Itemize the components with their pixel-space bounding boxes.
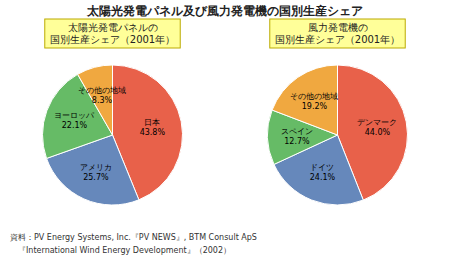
slice-value-label: 43.8% — [140, 128, 166, 137]
slice-value-label: 12.7% — [284, 137, 310, 146]
slice-category-label: 日本 — [144, 118, 160, 127]
slice-category-label: ドイツ — [310, 163, 334, 172]
slice-category-label: スペイン — [281, 127, 313, 136]
chart-title-box — [45, 19, 180, 48]
slice-value-label: 19.2% — [302, 102, 328, 111]
slice-category-label: その他の地域 — [290, 92, 338, 101]
slice-category-label: デンマーク — [357, 118, 397, 127]
chart-title-line: 風力発電機の — [308, 22, 368, 33]
slice-value-label: 25.7% — [83, 173, 109, 182]
slice-category-label: ヨーロッパ — [54, 111, 95, 120]
pie-slice — [274, 135, 363, 205]
chart-svg: 太陽光発電パネル及び風力発電機の国別生産シェア日本43.8% アメリカ25.7% ヨ… — [0, 0, 450, 279]
chart-title: 太陽光発電パネルの国別生産シェア（2001年） — [50, 22, 175, 45]
slice-category-label: その他の地域 — [78, 86, 126, 95]
slice-category-label: アメリカ — [80, 163, 112, 172]
source-note: 資料：PV Energy Systems, Inc.『PV NEWS』, BTM… — [10, 233, 257, 242]
chart-title-box — [270, 19, 405, 48]
slices — [267, 65, 407, 205]
pie-chart: 日本43.8% アメリカ25.7% ヨーロッパ22.1% その他の地域8.3% — [42, 65, 182, 205]
chart-title-group: 風力発電機の国別生産シェア（2001年） — [270, 19, 405, 48]
chart-title: 風力発電機の国別生産シェア（2001年） — [275, 22, 400, 45]
slice-labels: 日本43.8% アメリカ25.7% ヨーロッパ22.1% その他の地域8.3% — [54, 86, 165, 181]
chart-title-line: 太陽光発電パネルの — [68, 22, 158, 33]
slice-labels: デンマーク44.0% ドイツ24.1% スペイン12.7% その他の地域19.2% — [281, 92, 397, 182]
slices — [42, 65, 182, 205]
pie-chart: デンマーク44.0% ドイツ24.1% スペイン12.7% その他の地域19.2% — [267, 65, 407, 205]
slice-value-label: 44.0% — [365, 128, 391, 137]
slice-value-label: 8.3% — [92, 96, 113, 105]
source-note: 『International Wind Energy Development』（… — [10, 246, 231, 255]
chart-title-line: 国別生産シェア（2001年） — [50, 34, 175, 45]
figure-title: 太陽光発電パネル及び風力発電機の国別生産シェア — [86, 4, 363, 18]
chart-title-line: 国別生産シェア（2001年） — [275, 34, 400, 45]
pie-slice — [272, 65, 337, 135]
chart-title-group: 太陽光発電パネルの国別生産シェア（2001年） — [45, 19, 180, 48]
slice-value-label: 22.1% — [62, 121, 88, 130]
slice-value-label: 24.1% — [310, 173, 336, 182]
